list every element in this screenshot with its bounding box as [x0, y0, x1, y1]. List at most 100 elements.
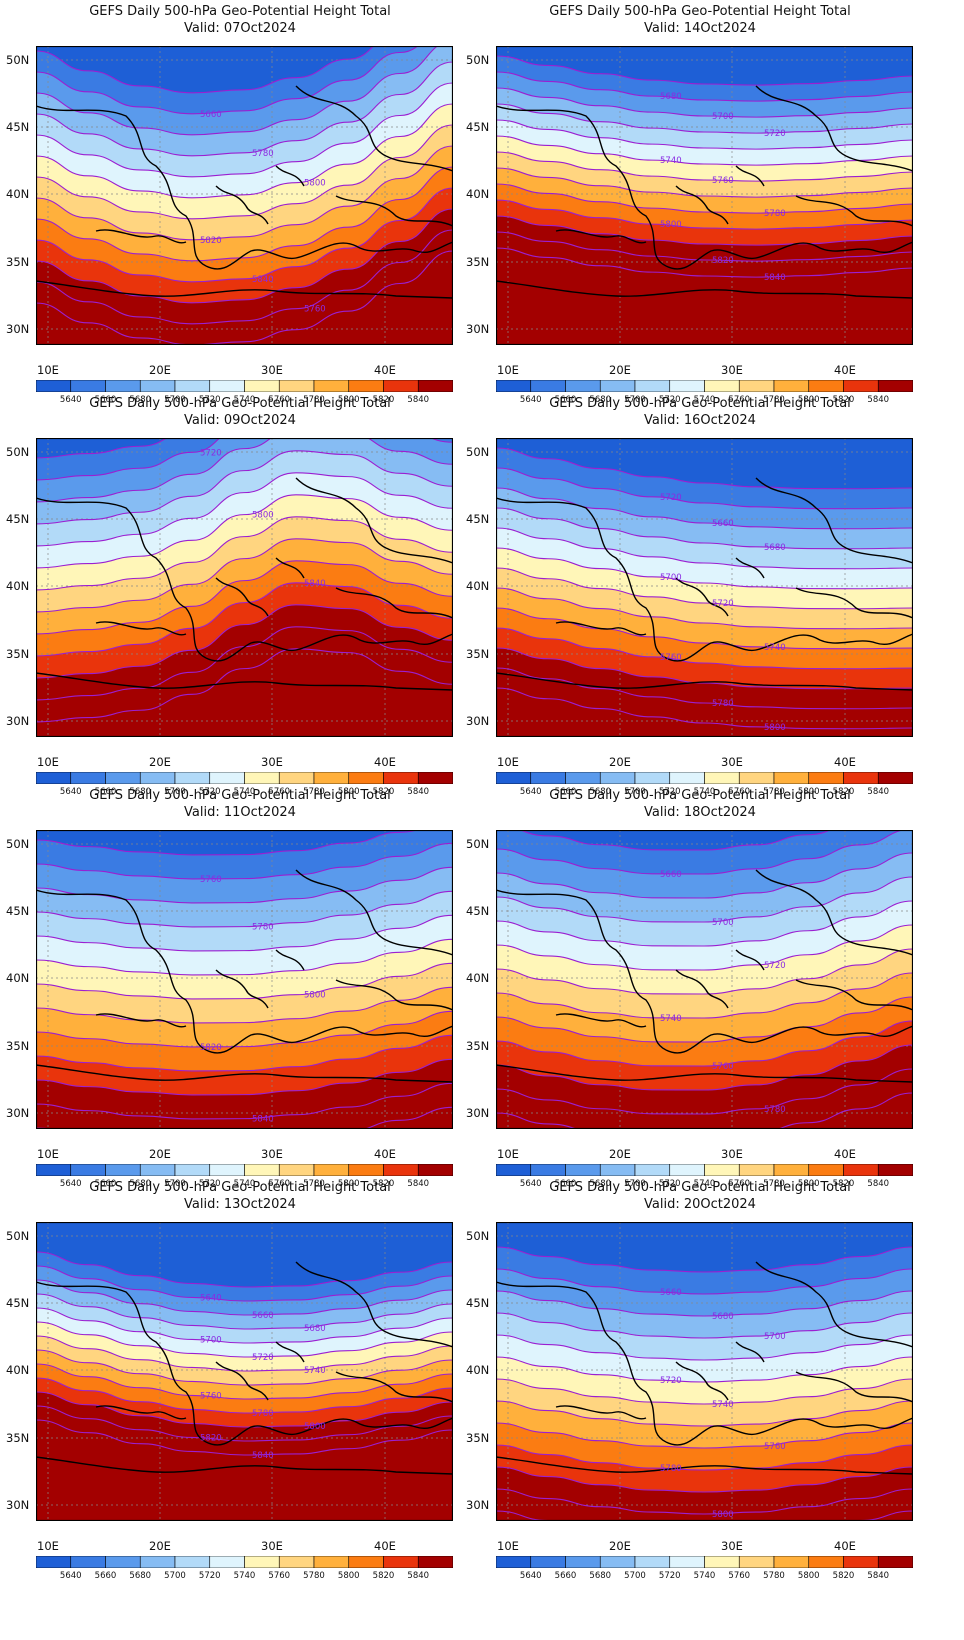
- contour-line: [36, 1251, 453, 1288]
- contour-value-label: 5660: [200, 110, 222, 120]
- colorbar-swatch: [773, 1164, 810, 1176]
- colorbar-swatch: [843, 1556, 879, 1568]
- contour-line: [36, 1293, 453, 1330]
- lon-tick-label: 40E: [374, 1539, 396, 1553]
- colorbar-level-label: 5720: [198, 787, 221, 797]
- lat-tick-label: 50N: [6, 53, 30, 67]
- colorbar-swatch: [634, 772, 671, 784]
- height-contour-map: 5660 5700 5720 5740 5760 5780: [496, 830, 913, 1129]
- band-fill: [36, 46, 453, 93]
- map-plot-area: 5640 5660 5680 5700 5720 5740 5760 5780 5800 5820…: [36, 1222, 472, 1535]
- colorbar-swatch: [348, 772, 384, 784]
- coastline: [385, 547, 453, 564]
- coastline: [95, 1405, 187, 1420]
- colorbar-level-label: 5640: [59, 1179, 82, 1189]
- colorbar-swatch: [634, 1556, 671, 1568]
- contour-line: [496, 1312, 913, 1339]
- contour-line: [36, 1335, 453, 1372]
- contour-line: [496, 1334, 913, 1361]
- map-frame: [496, 1222, 913, 1521]
- contour-line: [36, 472, 453, 547]
- colorbar-swatch: [383, 1164, 419, 1176]
- colorbar-swatch: [599, 380, 636, 392]
- colorbar-level-label: 5680: [589, 1571, 612, 1581]
- colorbar-swatch: [36, 380, 72, 392]
- contour-line: [496, 87, 913, 118]
- colorbar-swatch: [738, 1556, 775, 1568]
- lat-tick-label: 50N: [466, 837, 490, 851]
- coastline: [36, 1064, 453, 1083]
- coastline: [36, 280, 453, 299]
- contour-value-label: 5720: [660, 493, 682, 503]
- colorbar-level-label: 5680: [129, 395, 152, 405]
- colorbar-swatch: [634, 1164, 671, 1176]
- colorbar-swatch: [704, 380, 740, 392]
- contour-line: [36, 1106, 453, 1129]
- coastline: [215, 577, 269, 617]
- lat-tick-label: 45N: [466, 120, 490, 134]
- colorbar-swatch: [174, 1556, 211, 1568]
- lon-tick-label: 20E: [609, 363, 631, 377]
- colorbar-level-label: 5660: [554, 1179, 577, 1189]
- contour-line: [496, 1268, 913, 1295]
- lat-tick-label: 30N: [6, 322, 30, 336]
- colorbar-swatch: [139, 380, 176, 392]
- colorbar-level-label: 5720: [658, 1179, 681, 1189]
- coastline: [36, 889, 207, 1051]
- colorbar-swatch: [70, 1164, 106, 1176]
- coastline: [845, 547, 913, 564]
- colorbar-swatch: [278, 380, 315, 392]
- map-plot-area: 5660 5700 5720 5740 5760 5780: [496, 830, 932, 1143]
- colorbar: [36, 772, 472, 785]
- contour-value-label: 5820: [200, 1043, 222, 1053]
- contour-line: [496, 1444, 913, 1471]
- contour-line: [36, 61, 453, 157]
- contour-line: [496, 103, 913, 134]
- contour-value-label: 5740: [712, 1400, 734, 1410]
- colorbar-swatch: [773, 1556, 810, 1568]
- contour-value-label: 5780: [764, 1105, 786, 1115]
- contour-line: [496, 547, 913, 590]
- colorbar-swatch: [599, 772, 636, 784]
- contour-line: [36, 46, 419, 115]
- lon-tick-label: 20E: [149, 1147, 171, 1161]
- colorbar-level-label: 5780: [303, 1179, 325, 1189]
- colorbar-level-label: 5840: [867, 1571, 890, 1581]
- colorbar-level-label: 5820: [832, 395, 855, 405]
- map-plot-area: 5720 5660 5680 5700 5720 5740 5760 5780 5800: [496, 438, 932, 751]
- colorbar-level-label: 5740: [233, 395, 256, 405]
- map-frame: [36, 830, 453, 1129]
- map-plot-area: 5660 5780 5800 5820 5840 5760: [36, 46, 472, 359]
- lon-tick-label: 20E: [149, 363, 171, 377]
- coastline: [295, 869, 387, 941]
- coastline: [496, 672, 913, 691]
- band-fill: [496, 46, 913, 86]
- colorbar-level-label: 5740: [233, 787, 256, 797]
- colorbar-level-label: 5700: [164, 1571, 186, 1581]
- panel-title: GEFS Daily 500-hPa Geo-Potential Height …: [89, 4, 391, 19]
- contour-line: [496, 1356, 913, 1383]
- contour-line: [36, 229, 453, 325]
- panel-valid-date: Valid: 18Oct2024: [644, 805, 756, 820]
- colorbar-level-label: 5640: [59, 787, 82, 797]
- colorbar-level-label: 5760: [728, 1179, 751, 1189]
- colorbar-swatch: [634, 380, 671, 392]
- colorbar-swatch: [877, 1164, 913, 1176]
- contour-value-label: 5700: [764, 1332, 786, 1342]
- contour-line: [496, 135, 913, 166]
- coastline: [735, 1341, 765, 1363]
- colorbar-level-label: 5680: [589, 395, 612, 405]
- colorbar-swatch: [496, 380, 532, 392]
- contour-value-label: 5760: [200, 1391, 222, 1401]
- lon-tick-label: 10E: [37, 363, 59, 377]
- colorbar-level-label: 5740: [693, 1571, 716, 1581]
- contour-value-label: 5840: [252, 1451, 274, 1461]
- colorbar-level-label: 5820: [832, 1571, 855, 1581]
- colorbar-swatch: [843, 1164, 879, 1176]
- lon-tick-label: 20E: [609, 755, 631, 769]
- panel-valid-date: Valid: 11Oct2024: [184, 805, 296, 820]
- colorbar-level-label: 5780: [763, 1571, 785, 1581]
- contour-line: [36, 494, 453, 569]
- colorbar-level-label: 5820: [832, 787, 855, 797]
- colorbar-swatch: [174, 1164, 211, 1176]
